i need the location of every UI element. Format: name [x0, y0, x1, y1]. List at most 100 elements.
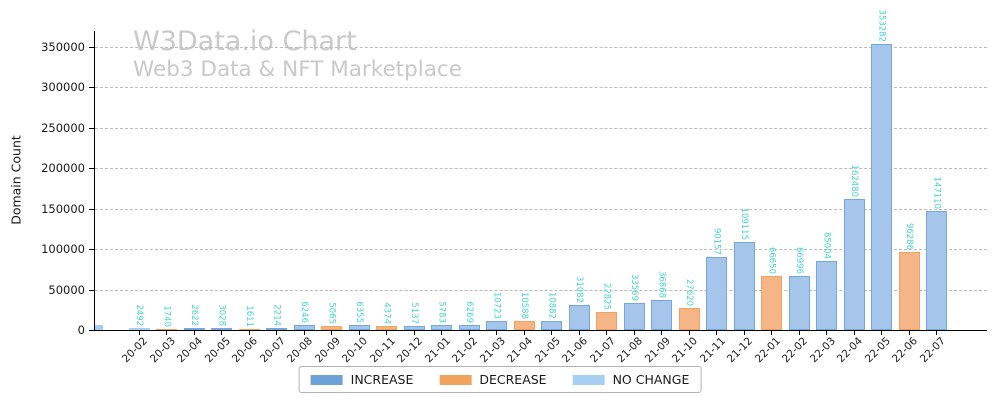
bar-21-01-increase	[431, 325, 452, 330]
x-tick-label: 22-03	[807, 335, 838, 366]
x-tick-mark	[826, 331, 827, 335]
legend-item-increase: INCREASE	[310, 372, 413, 387]
bar-value-label: 147110	[931, 176, 942, 210]
bar-21-12-increase	[733, 241, 755, 330]
bar-20-12-increase	[403, 325, 425, 330]
bar-21-07-decrease	[596, 311, 617, 330]
x-tick-label: 21-07	[587, 335, 618, 366]
x-tick-label: 20-10	[340, 335, 371, 366]
x-tick-label: 20-07	[257, 335, 288, 366]
x-tick-label: 21-02	[450, 335, 481, 366]
bar-21-03-increase	[486, 321, 507, 330]
bar-21-09-increase	[651, 300, 672, 330]
x-tick-mark	[386, 331, 387, 335]
bar-20-05-increase	[211, 327, 232, 330]
bar-value-label: 10723	[491, 292, 502, 320]
bar-20-02-no_change	[128, 327, 150, 330]
clipped-bar-artifact	[95, 325, 103, 330]
bar-22-06-decrease	[898, 252, 920, 330]
bar-value-label: 5137	[409, 302, 419, 324]
decrease-swatch-icon	[439, 374, 472, 385]
bar-value-label: 66996	[794, 246, 804, 274]
x-tick-mark	[166, 331, 167, 335]
bar-20-09-decrease	[321, 325, 342, 330]
x-tick-mark	[248, 331, 250, 335]
x-tick-label: 22-02	[780, 335, 811, 366]
bar-value-label: 109115	[739, 207, 749, 240]
legend: INCREASE DECREASE NO CHANGE	[298, 366, 702, 393]
x-tick-label: 21-04	[505, 335, 536, 366]
bar-value-label: 1740	[161, 304, 172, 327]
bar-value-label: 2622	[189, 304, 199, 326]
x-tick-label: 22-07	[917, 335, 948, 366]
bar-value-label: 10588	[519, 292, 529, 320]
x-tick-mark	[743, 331, 745, 335]
bar-20-10-increase	[348, 324, 370, 330]
bar-value-label: 90157	[711, 228, 722, 256]
chart-title: W3Data.io Chart	[133, 26, 357, 57]
bar-value-label: 162480	[849, 164, 859, 197]
x-tick-label: 22-04	[835, 335, 866, 366]
y-tick-mark	[89, 87, 95, 89]
bar-value-label: 2492	[134, 304, 144, 326]
x-axis-spine	[94, 330, 987, 332]
bar-21-04-decrease	[513, 321, 535, 330]
bar-22-03-increase	[816, 261, 837, 330]
y-tick-label: 100000	[41, 242, 85, 257]
bar-value-label: 1611	[244, 305, 254, 327]
x-tick-mark	[221, 331, 222, 335]
x-tick-label: 20-11	[367, 335, 398, 366]
bar-value-label: 85004	[821, 232, 832, 260]
legend-label: DECREASE	[479, 372, 547, 387]
bar-value-label: 4374	[381, 302, 392, 325]
x-tick-label: 21-11	[697, 335, 728, 366]
bar-value-label: 27620	[684, 278, 694, 306]
x-tick-label: 22-05	[862, 335, 893, 366]
bar-21-11-increase	[706, 257, 727, 330]
x-tick-mark	[578, 331, 580, 335]
bar-value-label: 5065	[326, 302, 337, 324]
x-tick-mark	[331, 331, 332, 335]
bar-22-02-increase	[788, 275, 810, 330]
legend-item-decrease: DECREASE	[439, 372, 547, 387]
y-tick-mark	[89, 330, 95, 331]
bar-22-05-increase	[871, 44, 892, 330]
y-tick-mark	[89, 127, 95, 129]
gridline	[95, 127, 987, 129]
x-tick-mark	[908, 331, 910, 335]
x-tick-label: 20-12	[395, 335, 426, 366]
x-tick-label: 20-06	[230, 335, 261, 366]
bar-value-label: 6269	[464, 301, 474, 323]
x-tick-mark	[551, 331, 552, 335]
bar-value-label: 66650	[766, 247, 777, 275]
bar-22-07-increase	[926, 211, 947, 330]
y-tick-mark	[89, 249, 95, 251]
x-tick-mark	[881, 331, 882, 335]
x-tick-label: 21-03	[477, 335, 508, 366]
x-tick-mark	[661, 331, 662, 335]
bar-value-label: 2214	[271, 304, 282, 327]
y-tick-label: 300000	[41, 80, 85, 95]
x-tick-mark	[276, 331, 277, 335]
gridline	[95, 168, 987, 170]
bar-value-label: 5783	[436, 301, 447, 324]
y-tick-label: 350000	[41, 39, 85, 54]
x-tick-mark	[413, 331, 415, 335]
y-axis-label: Domain Count	[8, 135, 24, 225]
x-tick-label: 21-10	[670, 335, 701, 366]
legend-label: NO CHANGE	[612, 372, 690, 387]
legend-item-no-change: NO CHANGE	[572, 372, 690, 387]
bar-value-label: 31082	[574, 275, 584, 303]
x-tick-mark	[523, 331, 525, 335]
bar-value-label: 3028	[216, 303, 227, 326]
y-tick-label: 150000	[41, 201, 85, 216]
gridline	[95, 249, 987, 251]
x-tick-label: 20-02	[120, 335, 151, 366]
x-tick-mark	[441, 331, 442, 335]
bar-21-05-increase	[541, 321, 562, 330]
y-tick-mark	[89, 46, 95, 48]
bar-value-label: 36868	[656, 271, 667, 299]
increase-swatch-icon	[310, 374, 343, 385]
y-tick-mark	[89, 289, 95, 291]
